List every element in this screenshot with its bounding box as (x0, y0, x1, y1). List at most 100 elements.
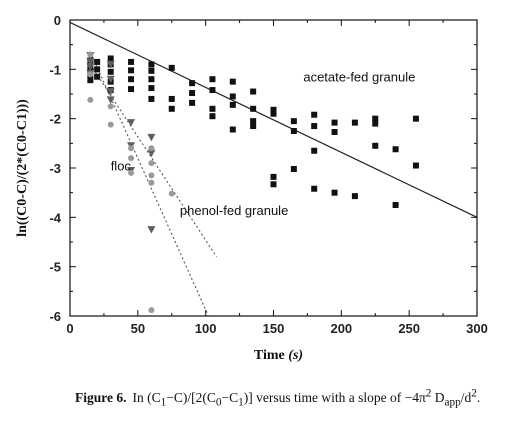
data-point-square (128, 86, 135, 93)
data-point-triangle (106, 88, 115, 96)
data-point-triangle (106, 60, 115, 69)
data-point-square (168, 105, 175, 112)
caption-text: In (C1−C)/[2(C0−C1)] versus time with a … (132, 387, 481, 409)
figure-6: 0 50 100 150 200 250 300 0 -1 -2 -3 -4 -5 -6 acetate-… (15, 13, 488, 363)
chart-annotation: acetate-fed granule (303, 70, 415, 85)
data-point-square (189, 99, 196, 106)
data-point-square (412, 162, 419, 169)
data-point-square (250, 105, 257, 112)
data-point-circle (87, 71, 94, 78)
data-point-square (128, 67, 135, 74)
data-point-square (351, 119, 358, 126)
x-axis-title: Time (s) (254, 348, 303, 363)
data-point-square (331, 128, 338, 135)
data-point-square (250, 88, 257, 95)
data-point-square (392, 202, 399, 208)
x-tick-label: 200 (330, 321, 352, 336)
data-point-square (229, 78, 236, 85)
data-point-circle (148, 145, 155, 152)
data-point-triangle (127, 119, 136, 127)
data-point-circle (128, 155, 135, 162)
data-point-square (229, 126, 236, 133)
data-point-square (107, 55, 114, 62)
data-point-square (270, 106, 277, 113)
data-point-square (168, 64, 175, 71)
data-point-square (87, 77, 94, 84)
fit-line-solid (69, 21, 478, 218)
data-point-square (372, 115, 379, 122)
data-point-square (209, 87, 216, 94)
data-point-triangle (106, 96, 115, 104)
chart: 0 50 100 150 200 250 300 0 -1 -2 -3 -4 -5 -6 acetate-… (15, 13, 488, 363)
data-point-square (250, 118, 257, 125)
data-point-circle (168, 190, 175, 197)
data-point-square (290, 128, 297, 134)
data-point-square (250, 123, 257, 130)
data-point-circle (148, 160, 155, 167)
data-point-square (311, 185, 318, 192)
data-point-square (148, 85, 155, 92)
data-point-square (209, 113, 216, 120)
data-point-square (148, 76, 155, 83)
data-point-triangle (86, 63, 95, 71)
y-tick-label: -3 (49, 161, 61, 176)
data-point-circle (87, 51, 94, 58)
x-tick-label: 250 (398, 321, 420, 336)
data-point-circle (148, 172, 155, 179)
data-point-square (290, 118, 297, 125)
y-axis-title: ln((C0-C)/(2*(C0-C1))) (15, 99, 30, 237)
data-point-square (270, 181, 277, 188)
data-point-square (107, 68, 114, 75)
data-point-square (372, 142, 379, 149)
data-point-triangle (147, 226, 156, 234)
x-tick-label: 100 (195, 321, 217, 336)
data-point-triangle (147, 149, 156, 158)
data-point-square (331, 119, 338, 126)
data-point-circle (128, 145, 135, 152)
caption-label: Figure 6. (75, 389, 127, 405)
data-point-square (270, 173, 277, 180)
data-point-square (392, 146, 399, 153)
y-tick-label: -6 (49, 309, 61, 324)
data-point-square (189, 80, 196, 87)
data-point-square (209, 76, 216, 83)
data-point-square (148, 67, 155, 74)
data-point-square (128, 76, 135, 83)
data-point-circle (87, 96, 94, 103)
data-point-square (94, 73, 101, 80)
data-point-square (331, 189, 338, 196)
data-point-square (189, 90, 196, 97)
data-point-circle (148, 307, 155, 314)
data-point-square (270, 110, 277, 117)
data-point-circle (107, 103, 114, 110)
data-point-circle (128, 169, 135, 176)
chart-annotation: phenol-fed granule (180, 203, 288, 218)
data-point-square (128, 58, 135, 65)
data-point-square (311, 111, 318, 118)
y-tick-label: 0 (54, 13, 61, 28)
data-point-square (209, 105, 216, 112)
data-point-square (311, 147, 318, 154)
x-tick-label: 0 (66, 321, 73, 336)
data-point-square (168, 95, 175, 102)
x-tick-label: 150 (263, 321, 285, 336)
data-point-square (351, 193, 358, 200)
data-point-circle (148, 179, 155, 186)
y-tick-label: -1 (49, 62, 61, 77)
data-point-square (229, 101, 236, 108)
data-point-square (148, 61, 155, 68)
data-point-triangle (147, 133, 156, 142)
data-point-square (148, 95, 155, 102)
x-tick-label: 300 (466, 321, 488, 336)
x-tick-label: 50 (131, 321, 145, 336)
chart-annotation: floc (111, 158, 132, 173)
data-point-square (311, 123, 318, 130)
data-point-square (94, 66, 101, 73)
y-tick-label: -4 (49, 210, 61, 225)
figure-caption: Figure 6. In (C1−C)/[2(C0−C1)] versus tim… (75, 384, 515, 411)
y-tick-label: -5 (49, 260, 61, 275)
data-point-square (94, 58, 101, 65)
data-point-square (229, 93, 236, 100)
data-point-triangle (86, 58, 95, 66)
data-point-square (412, 115, 419, 122)
